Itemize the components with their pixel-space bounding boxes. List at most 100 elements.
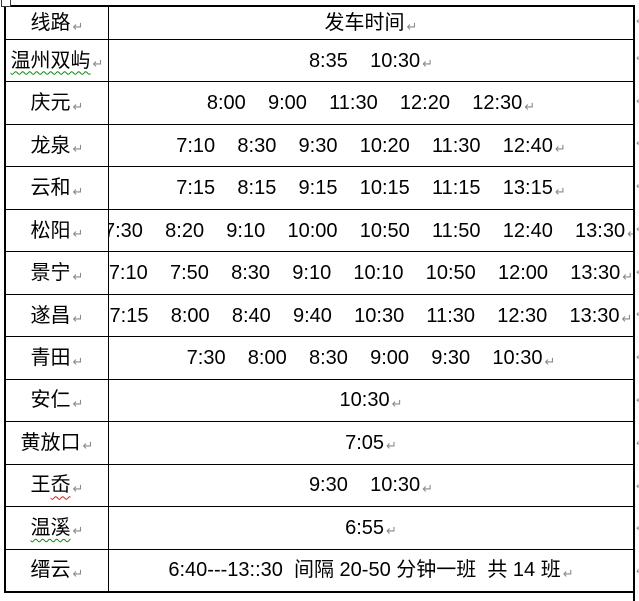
paragraph-mark-icon: ↵ — [406, 18, 418, 34]
times-cell[interactable]: 7:05 ↵ — [109, 422, 633, 463]
route-name: 黄放口 — [20, 431, 81, 454]
table-row: 青田 ↵ 7:30 8:00 8:30 9:00 9:30 10:30 ↵ — [6, 336, 633, 379]
times-text: 10:30 — [339, 389, 390, 412]
times-text: 6:40---13::30 间隔 20-50 分钟一班 共 14 班 — [168, 559, 561, 582]
times-text: 8:35 10:30 — [308, 49, 421, 72]
bus-timetable: 线路 ↵ 发车时间 ↵ 温州双屿 ↵ 8:35 10:30 ↵ 庆元 ↵ 8:00 9:0… — [4, 5, 635, 593]
route-cell[interactable]: 遂昌 ↵ — [6, 294, 109, 337]
row-end-mark-icon: ↵ — [636, 80, 639, 123]
row-end-mark-icon: ↵ — [636, 422, 639, 465]
table-row: 松阳 ↵ 7:30 8:20 9:10 10:00 10:50 11:50 12:… — [6, 208, 633, 252]
table-row: 温州双屿 ↵ 8:35 10:30 ↵ — [6, 39, 633, 82]
times-cell[interactable]: 8:00 9:00 11:30 12:20 12:30 ↵ — [109, 82, 633, 123]
row-end-mark-icon: ↵ — [636, 336, 639, 379]
route-cell[interactable]: 温溪 ↵ — [6, 507, 109, 549]
paragraph-mark-icon: ↵ — [391, 395, 403, 411]
times-text: 7:15 8:00 8:40 9:40 10:30 11:30 12:30 13… — [109, 304, 620, 327]
paragraph-mark-icon: ↵ — [72, 226, 84, 242]
route-cell[interactable]: 松阳 ↵ — [6, 209, 109, 252]
times-cell[interactable]: 7:30 8:20 9:10 10:00 10:50 11:50 12:40 1… — [109, 210, 633, 251]
paragraph-mark-icon: ↵ — [627, 226, 633, 242]
times-cell[interactable]: 9:30 10:30 ↵ — [109, 465, 633, 506]
table-row: 云和 ↵ 7:15 8:15 9:15 10:15 11:15 13:15 ↵ — [6, 166, 633, 209]
table-row: 龙泉 ↵ 7:10 8:30 9:30 10:20 11:30 12:40 ↵ — [6, 123, 633, 167]
table-row: 景宁 ↵ 7:10 7:50 8:30 9:10 10:10 10:50 12:0… — [6, 251, 633, 294]
route-name: 温溪 — [30, 516, 71, 539]
table-row: 遂昌 ↵ 7:15 8:00 8:40 9:40 10:30 11:30 12:3… — [6, 293, 633, 337]
paragraph-mark-icon: ↵ — [554, 183, 566, 199]
route-cell[interactable]: 庆元 ↵ — [6, 82, 109, 124]
table-resize-handle[interactable] — [633, 592, 635, 601]
route-name: 遂昌 — [30, 304, 71, 327]
route-name: 王岙 — [30, 474, 71, 497]
row-end-mark-icon: ↵ — [636, 251, 639, 294]
paragraph-mark-icon: ↵ — [72, 141, 84, 157]
times-cell[interactable]: 7:30 8:00 8:30 9:00 9:30 10:30 ↵ — [109, 337, 633, 378]
route-cell[interactable]: 景宁 ↵ — [6, 252, 109, 294]
row-end-mark-icon: ↵ — [636, 208, 639, 251]
times-cell[interactable]: 7:10 7:50 8:30 9:10 10:10 10:50 12:00 13… — [109, 252, 633, 293]
route-name: 缙云 — [30, 559, 71, 582]
route-cell[interactable]: 黄放口 ↵ — [6, 422, 109, 464]
paragraph-mark-icon: ↵ — [72, 565, 84, 581]
header-time-cell[interactable]: 发车时间 ↵ — [109, 7, 633, 39]
table-row: 黄放口 ↵ 7:05 ↵ — [6, 421, 633, 464]
route-name: 松阳 — [30, 219, 71, 242]
row-end-mark-icon: ↵ — [636, 123, 639, 166]
table-row: 庆元 ↵ 8:00 9:00 11:30 12:20 12:30 ↵ — [6, 81, 633, 124]
row-end-mark-icon: ↵ — [636, 507, 639, 550]
route-cell[interactable]: 温州双屿 ↵ — [6, 40, 109, 82]
route-name: 景宁 — [30, 262, 71, 285]
paragraph-mark-icon: ↵ — [72, 268, 84, 284]
route-cell[interactable]: 青田 ↵ — [6, 337, 109, 379]
paragraph-mark-icon: ↵ — [72, 311, 84, 327]
times-cell[interactable]: 7:15 8:15 9:15 10:15 11:15 13:15 ↵ — [109, 167, 633, 208]
paragraph-mark-icon: ↵ — [622, 268, 633, 284]
times-cell[interactable]: 7:15 8:00 8:40 9:40 10:30 11:30 12:30 13… — [109, 295, 633, 336]
route-cell[interactable]: 安仁 ↵ — [6, 379, 109, 422]
header-time-label: 发车时间 — [324, 12, 405, 34]
times-text: 7:10 7:50 8:30 9:10 10:10 10:50 12:00 13… — [109, 262, 621, 285]
route-cell[interactable]: 云和 ↵ — [6, 167, 109, 209]
times-cell[interactable]: 10:30 ↵ — [109, 380, 633, 421]
route-name: 青田 — [30, 347, 71, 370]
header-route-label: 线路 — [30, 12, 71, 34]
paragraph-mark-icon: ↵ — [72, 395, 84, 411]
paragraph-mark-icon: ↵ — [621, 311, 633, 327]
times-text: 7:10 8:30 9:30 10:20 11:30 12:40 — [176, 134, 553, 157]
times-text: 7:15 8:15 9:15 10:15 11:15 13:15 — [176, 177, 553, 200]
paragraph-mark-icon: ↵ — [72, 480, 84, 496]
table-row: 缙云 ↵ 6:40---13::30 间隔 20-50 分钟一班 共 14 班 ↵ — [6, 548, 633, 592]
times-cell[interactable]: 6:40---13::30 间隔 20-50 分钟一班 共 14 班 ↵ — [109, 550, 633, 591]
times-text: 7:05 — [345, 431, 385, 454]
paragraph-mark-icon: ↵ — [422, 480, 434, 496]
paragraph-mark-icon: ↵ — [562, 565, 574, 581]
times-cell[interactable]: 7:10 8:30 9:30 10:20 11:30 12:40 ↵ — [109, 125, 633, 166]
route-cell[interactable]: 王岙 ↵ — [6, 464, 109, 507]
header-route-cell[interactable]: 线路 ↵ — [6, 7, 109, 39]
paragraph-mark-icon: ↵ — [92, 56, 104, 72]
times-text: 9:30 10:30 — [308, 474, 421, 497]
route-name: 庆元 — [30, 92, 71, 115]
paragraph-mark-icon: ↵ — [82, 438, 94, 454]
paragraph-mark-icon: ↵ — [386, 438, 397, 454]
times-cell[interactable]: 8:35 10:30 ↵ — [109, 40, 633, 81]
route-cell[interactable]: 龙泉 ↵ — [6, 124, 109, 167]
table-row: 安仁 ↵ 10:30 ↵ — [6, 378, 633, 422]
route-name: 云和 — [30, 177, 71, 200]
row-end-mark-icon: ↵ — [636, 379, 639, 422]
paragraph-mark-icon: ↵ — [72, 98, 84, 114]
times-text: 8:00 9:00 11:30 12:20 12:30 — [206, 92, 523, 115]
times-cell[interactable]: 6:55 ↵ — [109, 507, 633, 548]
route-cell[interactable]: 缙云 ↵ — [6, 549, 109, 592]
route-name: 安仁 — [30, 389, 71, 412]
row-end-mark-icon: ↵ — [636, 550, 639, 593]
paragraph-mark-icon: ↵ — [554, 141, 566, 157]
table-row: 温溪 ↵ 6:55 ↵ — [6, 506, 633, 549]
paragraph-mark-icon: ↵ — [422, 56, 434, 72]
times-text: 7:30 8:00 8:30 9:00 9:30 10:30 — [186, 347, 543, 370]
row-end-mark-icon: ↵ — [636, 165, 639, 208]
paragraph-mark-icon: ↵ — [72, 353, 84, 369]
table-move-handle[interactable] — [1, 0, 11, 7]
